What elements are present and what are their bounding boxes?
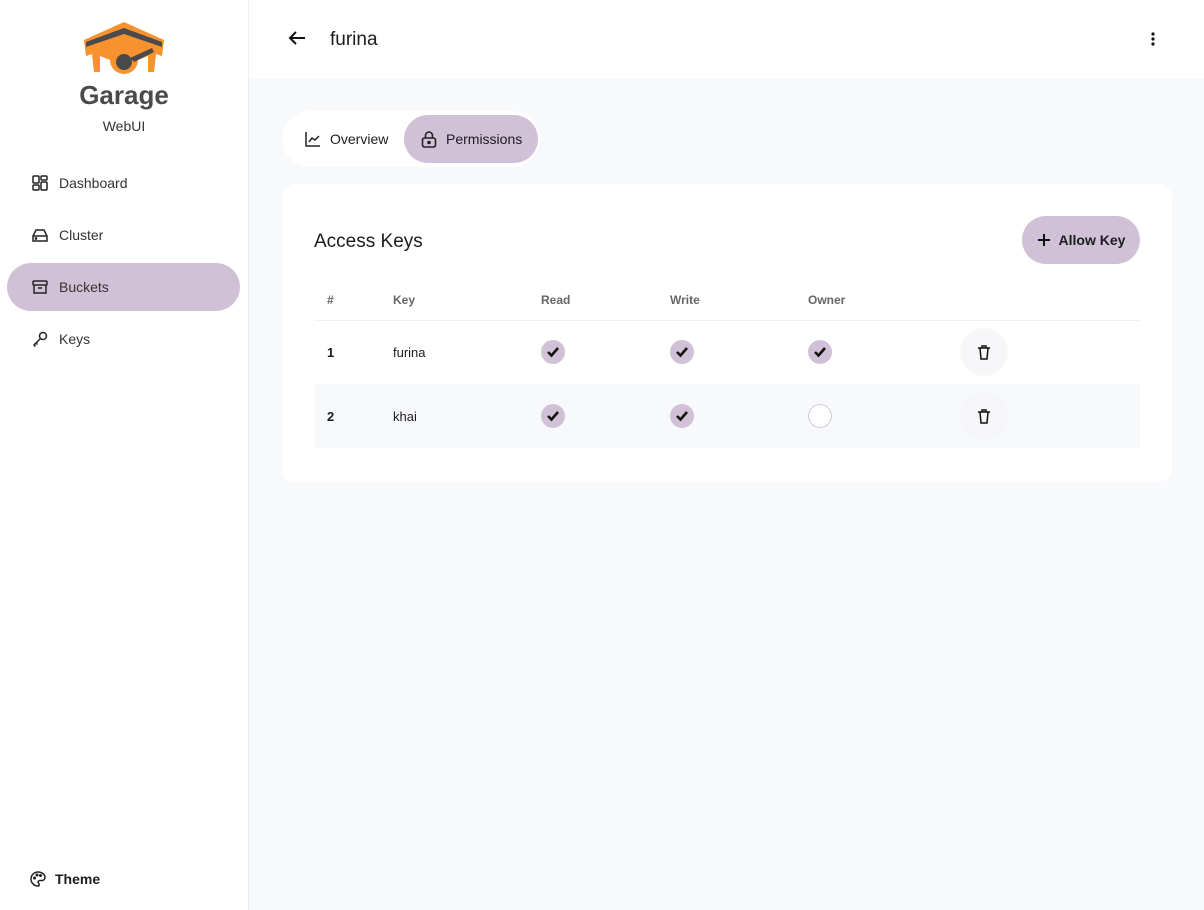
column-header-key: Key <box>393 280 541 321</box>
sidebar-item-buckets[interactable]: Buckets <box>7 263 240 311</box>
more-vertical-icon[interactable] <box>1150 30 1156 48</box>
sidebar-item-label: Keys <box>59 331 91 347</box>
owner-checkbox[interactable] <box>808 340 832 365</box>
read-checkbox[interactable] <box>541 404 565 428</box>
tab-bar: Overview Permissions <box>282 111 540 167</box>
row-number: 2 <box>314 384 393 448</box>
access-keys-card: Access Keys Allow Key # Key Read Write O… <box>282 184 1172 482</box>
garage-logo <box>84 22 164 74</box>
key-name: furina <box>393 344 426 360</box>
read-checkbox[interactable] <box>541 340 565 365</box>
key-icon <box>32 331 48 348</box>
access-keys-table: # Key Read Write Owner 1 furina 2 khai <box>314 280 1140 448</box>
column-header-actions <box>960 280 1140 321</box>
page-header: furina <box>249 0 1204 79</box>
tab-overview[interactable]: Overview <box>288 115 404 163</box>
check-icon <box>546 409 560 423</box>
key-name: khai <box>393 384 541 448</box>
plus-icon <box>1037 234 1050 246</box>
dashboard-icon <box>32 175 48 191</box>
table-row: 2 khai <box>314 384 1140 448</box>
tab-permissions[interactable]: Permissions <box>404 115 539 163</box>
hard-drive-icon <box>32 229 48 242</box>
sidebar-item-dashboard[interactable]: Dashboard <box>7 159 240 207</box>
palette-icon <box>30 871 46 887</box>
section-title: Access Keys <box>314 231 423 252</box>
allow-key-label: Allow Key <box>1058 232 1126 248</box>
trash-icon <box>978 409 990 424</box>
column-header-owner: Owner <box>808 280 960 321</box>
column-header-write: Write <box>670 280 808 321</box>
lock-icon <box>421 131 437 148</box>
chart-line-icon <box>305 132 320 147</box>
write-checkbox[interactable] <box>670 340 694 365</box>
delete-button[interactable] <box>960 392 1008 440</box>
theme-button[interactable]: Theme <box>29 870 100 888</box>
row-number: 1 <box>327 344 335 360</box>
check-icon <box>546 345 560 359</box>
sidebar-item-label: Buckets <box>59 279 109 295</box>
check-icon <box>675 409 689 423</box>
back-arrow-icon[interactable] <box>287 28 307 48</box>
sidebar: Garage WebUI Dashboard Cluster Buckets K… <box>0 0 249 910</box>
check-icon <box>813 345 827 359</box>
sidebar-item-cluster[interactable]: Cluster <box>7 211 240 259</box>
sidebar-item-keys[interactable]: Keys <box>7 315 240 363</box>
allow-key-button[interactable]: Allow Key <box>1022 216 1140 264</box>
delete-button[interactable] <box>960 328 1008 377</box>
app-subtitle: WebUI <box>102 118 146 134</box>
column-header-number: # <box>314 280 393 321</box>
check-icon <box>675 345 689 359</box>
owner-checkbox[interactable] <box>808 404 832 428</box>
page-title: furina <box>330 29 378 50</box>
app-name: Garage <box>79 80 169 110</box>
tab-label: Permissions <box>446 131 523 147</box>
theme-label: Theme <box>55 871 101 887</box>
sidebar-item-label: Cluster <box>59 227 104 243</box>
write-checkbox[interactable] <box>670 404 694 428</box>
table-row: 1 furina <box>314 320 1140 384</box>
column-header-read: Read <box>541 280 670 321</box>
tab-label: Overview <box>330 131 389 147</box>
trash-icon <box>978 345 990 360</box>
archive-icon <box>32 280 48 294</box>
sidebar-item-label: Dashboard <box>59 175 128 191</box>
